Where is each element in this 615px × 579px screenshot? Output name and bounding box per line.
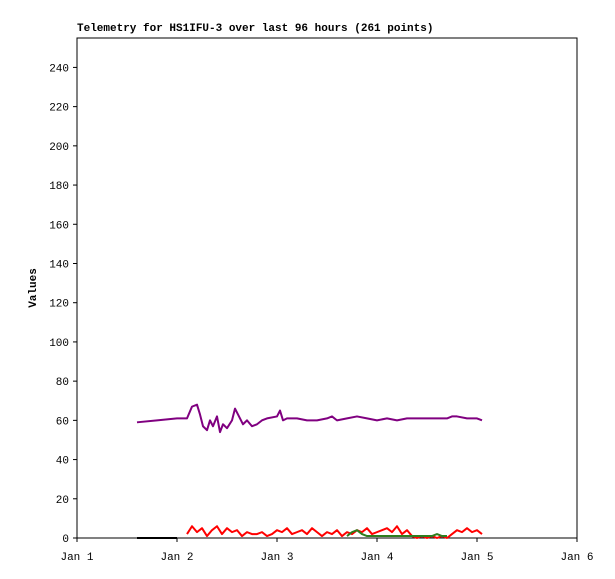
y-tick-label: 0 [62, 534, 69, 546]
plot-frame [76, 37, 578, 539]
series-line [136, 403, 483, 434]
x-tick-label: Jan 4 [360, 552, 393, 564]
y-tick-label: 120 [49, 299, 69, 311]
chart-title: Telemetry for HS1IFU-3 over last 96 hour… [77, 23, 433, 35]
x-tick-label: Jan 2 [160, 552, 193, 564]
x-tick-label: Jan 3 [260, 552, 293, 564]
y-tick-label: 40 [56, 456, 69, 468]
series-line [346, 529, 447, 538]
y-tick-label: 100 [49, 338, 69, 350]
y-tick-label: 60 [56, 416, 69, 428]
y-tick-label: 240 [49, 63, 69, 75]
x-tick-label: Jan 5 [460, 552, 493, 564]
x-tick-label: Jan 1 [60, 552, 93, 564]
y-tick-label: 220 [49, 103, 69, 115]
y-tick-label: 20 [56, 495, 69, 507]
y-tick-label: 200 [49, 142, 69, 154]
y-axis-label: Values [28, 268, 40, 308]
series-line [186, 525, 483, 539]
y-tick-label: 180 [49, 181, 69, 193]
y-tick-label: 80 [56, 377, 69, 389]
y-tick-label: 140 [49, 259, 69, 271]
x-tick-label: Jan 6 [560, 552, 593, 564]
y-tick-label: 160 [49, 220, 69, 232]
